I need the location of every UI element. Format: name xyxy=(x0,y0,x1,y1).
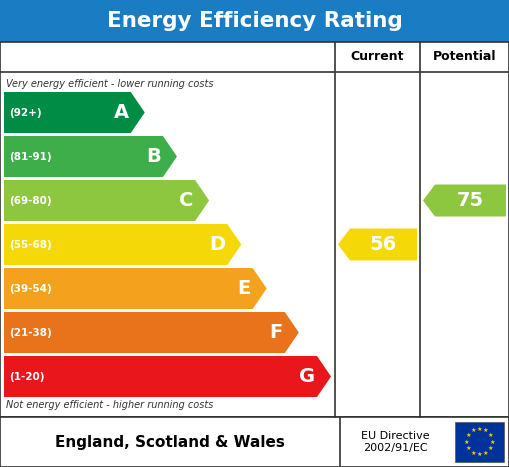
Polygon shape xyxy=(4,224,241,265)
Bar xyxy=(0,417,509,467)
Text: (1-20): (1-20) xyxy=(9,372,44,382)
Text: ★: ★ xyxy=(483,428,489,433)
Text: G: G xyxy=(299,367,315,386)
Polygon shape xyxy=(4,312,299,353)
Text: (92+): (92+) xyxy=(9,107,42,118)
Polygon shape xyxy=(4,180,209,221)
Text: ★: ★ xyxy=(483,451,489,456)
Text: D: D xyxy=(209,235,225,254)
Text: ★: ★ xyxy=(488,433,493,438)
Text: C: C xyxy=(179,191,193,210)
Text: Not energy efficient - higher running costs: Not energy efficient - higher running co… xyxy=(6,400,213,410)
Text: ★: ★ xyxy=(477,427,483,432)
Polygon shape xyxy=(4,268,267,309)
Text: ★: ★ xyxy=(490,439,495,445)
Polygon shape xyxy=(4,92,145,133)
Text: 75: 75 xyxy=(457,191,484,210)
Text: A: A xyxy=(114,103,129,122)
Text: (39-54): (39-54) xyxy=(9,283,52,293)
Polygon shape xyxy=(338,228,417,261)
Text: (81-91): (81-91) xyxy=(9,151,51,162)
Text: Very energy efficient - lower running costs: Very energy efficient - lower running co… xyxy=(6,79,213,89)
Polygon shape xyxy=(4,136,177,177)
Text: E: E xyxy=(237,279,250,298)
Text: ★: ★ xyxy=(466,446,471,451)
Bar xyxy=(455,422,504,462)
Text: EU Directive
2002/91/EC: EU Directive 2002/91/EC xyxy=(361,431,429,453)
Text: ★: ★ xyxy=(466,433,471,438)
Text: Potential: Potential xyxy=(433,50,496,64)
Bar xyxy=(0,42,509,417)
Text: ★: ★ xyxy=(470,428,476,433)
Text: ★: ★ xyxy=(488,446,493,451)
Text: Energy Efficiency Rating: Energy Efficiency Rating xyxy=(106,11,403,31)
Text: 56: 56 xyxy=(370,235,397,254)
Text: ★: ★ xyxy=(477,453,483,457)
Polygon shape xyxy=(4,356,331,397)
Polygon shape xyxy=(423,184,506,217)
Text: (55-68): (55-68) xyxy=(9,240,52,249)
Text: B: B xyxy=(146,147,161,166)
Text: (69-80): (69-80) xyxy=(9,196,51,205)
Text: Current: Current xyxy=(351,50,404,64)
Text: England, Scotland & Wales: England, Scotland & Wales xyxy=(55,434,285,450)
Text: (21-38): (21-38) xyxy=(9,327,52,338)
Text: ★: ★ xyxy=(464,439,469,445)
Text: F: F xyxy=(270,323,283,342)
Text: ★: ★ xyxy=(470,451,476,456)
Bar xyxy=(0,0,509,42)
